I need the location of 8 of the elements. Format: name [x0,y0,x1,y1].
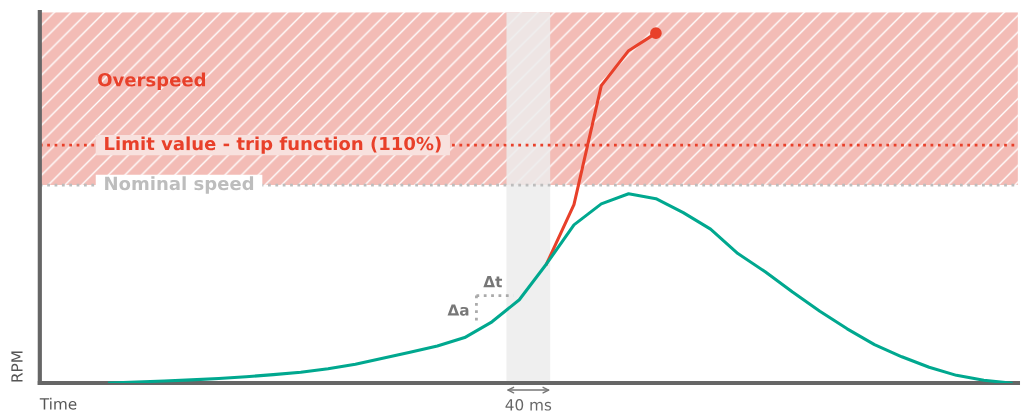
text: 40 ms [505,399,552,411]
x-axis-title: Time [39,397,77,410]
ref-line-label: Limit value - trip function (110%) [105,136,441,154]
ref-line-label: Nominal speed [105,176,254,194]
band-label: Overspeed [98,72,206,91]
annotation: Δa [447,304,469,316]
annotation: Δt [483,276,503,288]
text: RPM [11,351,23,382]
